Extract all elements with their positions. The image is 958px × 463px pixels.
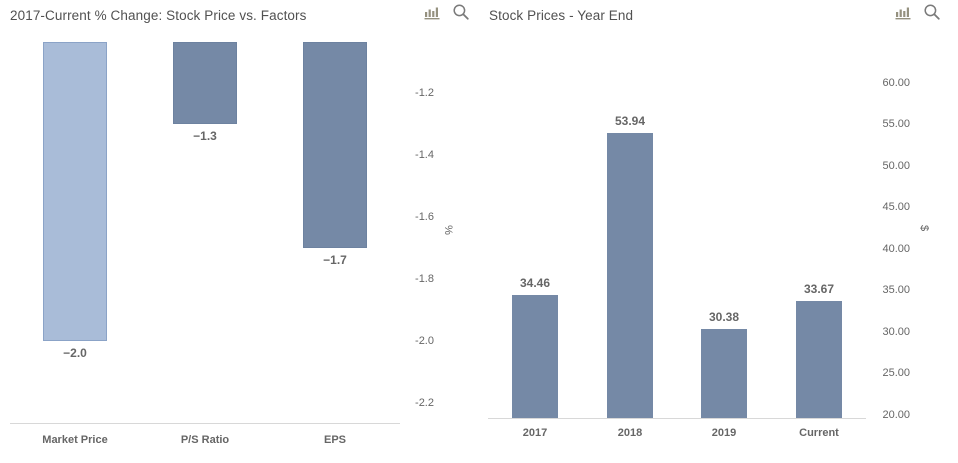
x-axis-label: 2018 [617,427,643,439]
zoom-icon[interactable] [923,3,941,21]
x-axis-line [10,423,400,424]
bar-value-label: −2.0 [63,346,87,360]
bar-value-label: 30.38 [708,310,740,324]
y-tick-label: 35.00 [882,284,910,296]
bar-2019[interactable] [701,329,747,418]
y-tick-label: 60.00 [882,77,910,89]
magnifier-icon [924,4,940,20]
y-tick-label: -2.0 [415,335,434,347]
y-tick-label: -2.2 [415,397,434,409]
pct-change-chart-toolbar [423,3,470,21]
bar-value-label: 34.46 [519,276,551,290]
bar-value-label: 53.94 [614,114,646,128]
y-tick-label: 30.00 [882,326,910,338]
bar-2017[interactable] [512,295,558,418]
y-tick-label: 50.00 [882,160,910,172]
y-tick-label: 25.00 [882,367,910,379]
zoom-icon[interactable] [452,3,470,21]
stock-prices-chart-title: Stock Prices - Year End [489,8,634,23]
magnifier-icon [453,4,469,20]
chart-type-icon[interactable] [423,3,441,21]
y-tick-label: 20.00 [882,409,910,421]
bar-current[interactable] [796,301,842,418]
y-axis-title: $ [918,224,930,232]
bar-2018[interactable] [607,133,653,418]
y-tick-label: -1.8 [415,273,434,285]
x-axis-label: P/S Ratio [180,434,230,446]
y-tick-label: 55.00 [882,118,910,130]
y-tick-label: -1.4 [415,149,434,161]
bar-chart-icon [895,7,910,19]
y-tick-label: -1.6 [415,211,434,223]
x-axis-line [488,418,866,419]
y-tick-label: -1.2 [415,87,434,99]
x-axis-label: Current [799,427,839,439]
y-axis-title: % [442,225,454,235]
x-axis-label: 2019 [711,427,737,439]
stock-prices-chart-toolbar [894,3,941,21]
x-axis-label: 2017 [522,427,548,439]
bar-value-label: 33.67 [803,282,835,296]
bar-p-s-ratio[interactable] [173,42,237,124]
pct-change-chart-title: 2017-Current % Change: Stock Price vs. F… [10,8,307,23]
bar-value-label: −1.3 [193,129,217,143]
y-tick-label: 45.00 [882,201,910,213]
bar-market-price[interactable] [43,42,107,341]
y-tick-label: 40.00 [882,243,910,255]
x-axis-label: Market Price [42,434,108,446]
bar-eps[interactable] [303,42,367,248]
bar-chart-icon [424,7,439,19]
chart-type-icon[interactable] [894,3,912,21]
x-axis-label: EPS [323,434,346,446]
bar-value-label: −1.7 [323,253,347,267]
